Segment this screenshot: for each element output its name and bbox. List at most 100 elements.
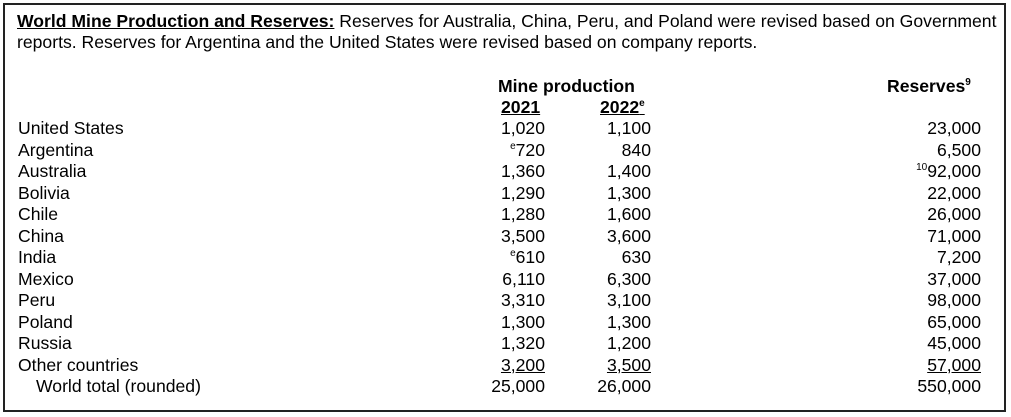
production-2021: 1,280 (445, 204, 545, 225)
production-2022: 3,100 (606, 290, 651, 310)
reserves-value: 22,000 (871, 183, 981, 204)
production-2021-value: 1,290 (500, 182, 545, 203)
reserves-value-value: 7,200 (936, 247, 981, 267)
production-2022: 6,300 (606, 268, 651, 289)
country-name: Australia (18, 161, 87, 181)
year-2022-header: 2022e (600, 97, 645, 118)
total-row: World total (rounded) 25,000 26,000 550,… (0, 376, 1011, 397)
country-name: Poland (18, 311, 73, 332)
table-heading: World Mine Production and Reserves: Rese… (17, 11, 1002, 53)
reserves-value-value: 98,000 (927, 290, 981, 310)
country-name: Bolivia (18, 182, 70, 203)
country-name: Russia (18, 333, 72, 353)
table-row: Poland 1,300 1,300 65,000 (0, 312, 1011, 333)
table-row: Russia 1,320 1,200 45,000 (0, 333, 1011, 354)
total-label: World total (rounded) (36, 376, 201, 396)
production-2021-value: 3,500 (500, 225, 545, 246)
reserves-value-value: 57,000 (927, 354, 981, 375)
country-name: China (18, 225, 64, 246)
production-2022: 1,400 (606, 161, 651, 181)
reserves-value-value: 45,000 (927, 333, 981, 353)
production-2022: 1,600 (606, 204, 651, 224)
production-2021: e720 (445, 140, 545, 161)
reserves-value: 57,000 (871, 355, 981, 376)
production-2021-value: 3,200 (500, 354, 545, 375)
reserves-value-value: 92,000 (927, 161, 981, 181)
production-2022: 1,300 (606, 311, 651, 332)
reserves-value-value: 23,000 (927, 118, 981, 138)
reserves-value-value: 26,000 (927, 204, 981, 224)
production-2021-sup: e (510, 140, 516, 152)
country-name: India (18, 247, 57, 267)
year-2022-label: 2022 (600, 97, 640, 117)
production-2022: 630 (621, 247, 651, 267)
reserves-value: 7,200 (871, 247, 981, 268)
table-row: Bolivia 1,290 1,300 22,000 (0, 183, 1011, 204)
production-2021: 1,290 (445, 183, 545, 204)
reserves-sup: 9 (965, 77, 971, 89)
production-2021: 1,320 (445, 333, 545, 354)
production-2021: 1,300 (445, 312, 545, 333)
table-row: United States 1,020 1,100 23,000 (0, 118, 1011, 139)
reserves-value: 1092,000 (871, 161, 981, 182)
year-2022-sup: e (639, 98, 645, 110)
production-2021-value: 610 (515, 247, 545, 267)
table-frame (3, 3, 1006, 412)
reserves-value-value: 22,000 (927, 182, 981, 203)
production-2021-value: 720 (515, 139, 545, 160)
production-2021: e610 (445, 247, 545, 268)
reserves-value: 37,000 (871, 269, 981, 290)
reserves-value: 71,000 (871, 226, 981, 247)
reserves-label: Reserves (887, 76, 966, 96)
production-2022: 840 (621, 139, 651, 160)
reserves-value: 65,000 (871, 312, 981, 333)
production-2021-value: 1,300 (500, 311, 545, 332)
country-name: Mexico (18, 268, 74, 289)
country-name: Argentina (18, 139, 94, 160)
reserves-value: 26,000 (871, 204, 981, 225)
table-row: Argentina e720 840 6,500 (0, 140, 1011, 161)
production-2022: 1,100 (606, 118, 651, 138)
reserves-value-value: 71,000 (927, 225, 981, 246)
reserves-value: 98,000 (871, 290, 981, 311)
production-2022: 1,200 (606, 333, 651, 353)
reserves-value-value: 37,000 (927, 268, 981, 289)
production-2021-value: 1,320 (500, 333, 545, 353)
reserves-value-value: 65,000 (927, 311, 981, 332)
reserves-header: Reserves9 (887, 76, 971, 97)
production-2022: 3,500 (606, 354, 651, 375)
table-row: Peru 3,310 3,100 98,000 (0, 290, 1011, 311)
production-2021: 1,360 (445, 161, 545, 182)
production-2021-value: 3,310 (500, 290, 545, 310)
total-2021: 25,000 (491, 376, 545, 396)
reserves-value: 23,000 (871, 118, 981, 139)
production-2022: 1,300 (606, 182, 651, 203)
table-row: India e610 630 7,200 (0, 247, 1011, 268)
reserves-value: 6,500 (871, 140, 981, 161)
production-2021-sup: e (510, 248, 516, 260)
production-2021: 3,200 (445, 355, 545, 376)
production-2021: 6,110 (445, 269, 545, 290)
country-name: United States (18, 118, 124, 138)
reserves-value-value: 6,500 (936, 139, 981, 160)
production-2021-value: 1,360 (500, 161, 545, 181)
table-row: Chile 1,280 1,600 26,000 (0, 204, 1011, 225)
table-row: China 3,500 3,600 71,000 (0, 226, 1011, 247)
table-row: Australia 1,360 1,400 1092,000 (0, 161, 1011, 182)
production-2021: 3,310 (445, 290, 545, 311)
production-2021-value: 6,110 (502, 268, 545, 289)
table-row: Other countries 3,200 3,500 57,000 (0, 355, 1011, 376)
reserves-value-sup: 10 (916, 162, 928, 174)
production-2021-value: 1,020 (500, 118, 545, 138)
year-2021-header: 2021 (501, 97, 541, 117)
country-name: Chile (18, 204, 59, 224)
heading-text: Reserves for Australia, China, Peru, and… (17, 11, 997, 52)
country-name: Peru (18, 290, 56, 310)
production-2021: 3,500 (445, 226, 545, 247)
reserves-value: 45,000 (871, 333, 981, 354)
total-reserves: 550,000 (917, 376, 981, 396)
production-2022: 3,600 (606, 225, 651, 246)
total-2022: 26,000 (597, 376, 651, 396)
mine-production-header: Mine production (498, 76, 635, 96)
country-name: Other countries (18, 354, 139, 375)
